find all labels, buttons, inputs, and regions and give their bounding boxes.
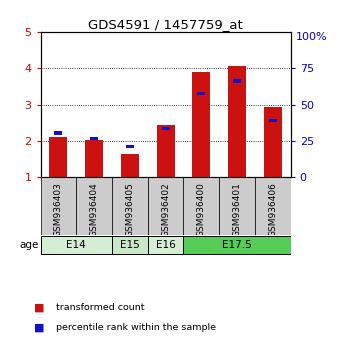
Text: ■: ■ [34, 303, 44, 313]
Bar [228, 67, 246, 177]
Bar [157, 125, 174, 177]
Bar [264, 108, 282, 177]
Bar [269, 119, 277, 122]
Text: GSM936404: GSM936404 [90, 182, 99, 237]
Text: GSM936403: GSM936403 [54, 182, 63, 237]
Text: GSM936405: GSM936405 [125, 182, 135, 237]
Bar [49, 137, 67, 177]
Text: age: age [19, 240, 39, 250]
Bar [197, 92, 206, 95]
Bar [148, 177, 184, 235]
Bar [233, 79, 241, 82]
Bar [255, 177, 291, 235]
Text: GSM936400: GSM936400 [197, 182, 206, 237]
Bar [54, 131, 63, 135]
Text: 100%: 100% [296, 32, 327, 42]
Bar [162, 127, 170, 130]
Bar [76, 177, 112, 235]
Title: GDS4591 / 1457759_at: GDS4591 / 1457759_at [88, 18, 243, 31]
Bar [219, 177, 255, 235]
Text: GSM936401: GSM936401 [233, 182, 242, 237]
Text: E15: E15 [120, 240, 140, 250]
Bar [112, 177, 148, 235]
Bar [192, 72, 210, 177]
Bar [41, 177, 76, 235]
Text: percentile rank within the sample: percentile rank within the sample [56, 323, 216, 332]
Bar [112, 236, 148, 255]
Bar [121, 154, 139, 177]
Bar [184, 177, 219, 235]
Text: ■: ■ [34, 322, 44, 332]
Text: E14: E14 [66, 240, 86, 250]
Bar [126, 145, 134, 148]
Text: GSM936402: GSM936402 [161, 182, 170, 237]
Bar [90, 137, 98, 140]
Bar [85, 140, 103, 177]
Text: E16: E16 [156, 240, 175, 250]
Text: GSM936406: GSM936406 [268, 182, 277, 237]
Bar [148, 236, 184, 255]
Bar [41, 236, 112, 255]
Bar [184, 236, 291, 255]
Text: E17.5: E17.5 [222, 240, 252, 250]
Text: transformed count: transformed count [56, 303, 144, 313]
